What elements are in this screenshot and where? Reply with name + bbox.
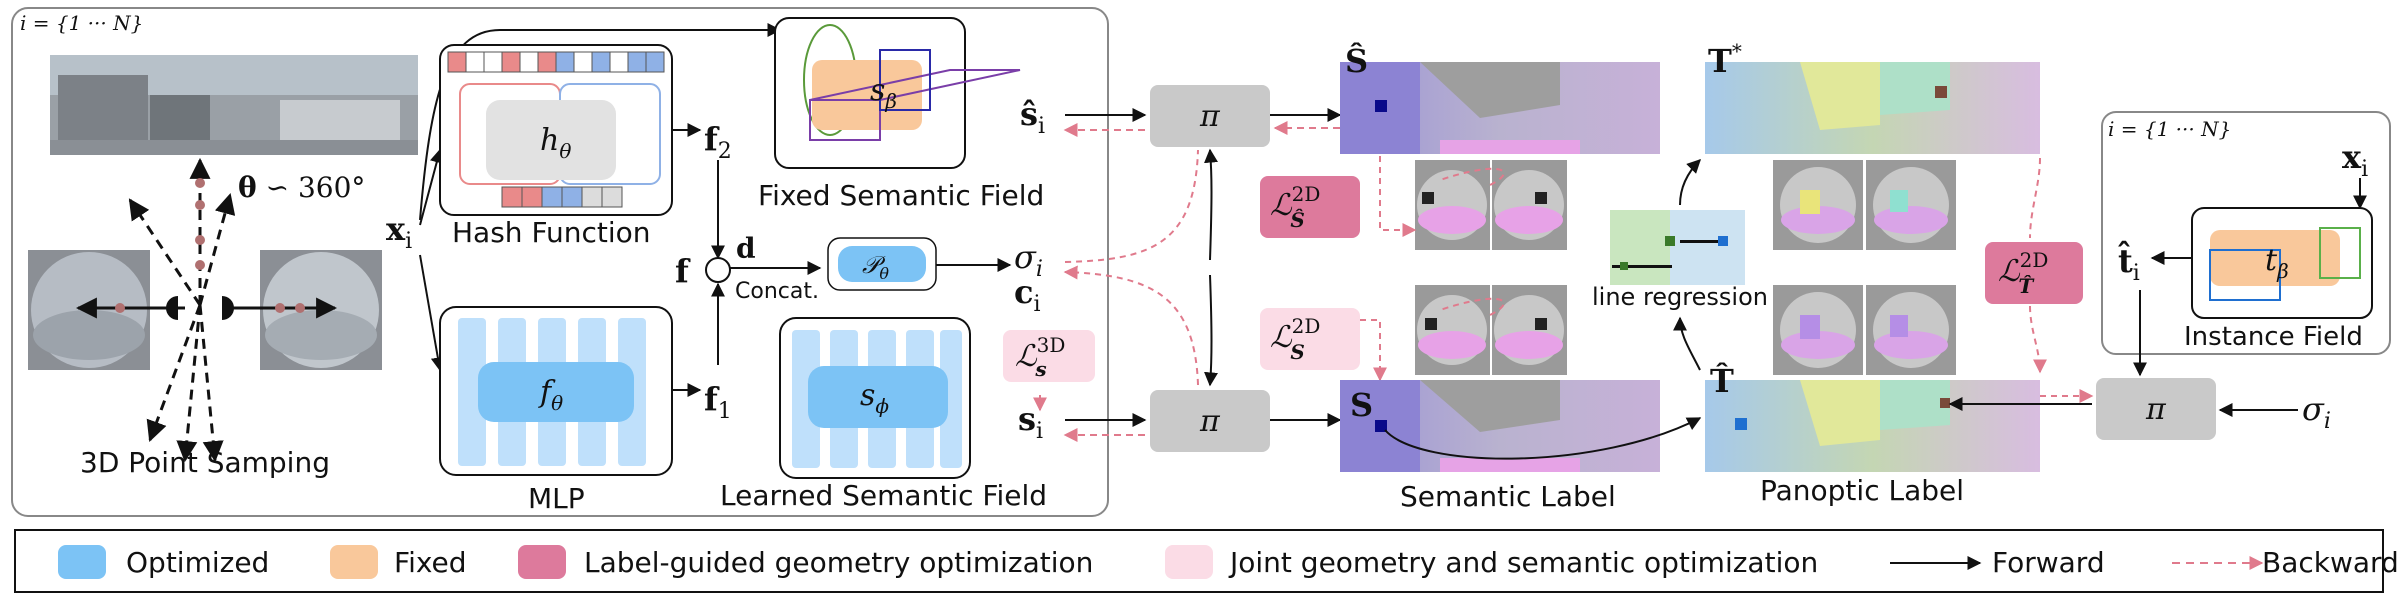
s-phi: sϕ: [860, 378, 889, 418]
instance-pi-box: [2096, 378, 2216, 440]
instance-pi: π: [2145, 392, 2167, 427]
learned-field-layers: [792, 330, 962, 468]
legend: Optimized Fixed Label-guided geometry op…: [58, 545, 2398, 579]
f-label: f: [675, 252, 691, 290]
pi-top: π: [1199, 99, 1221, 134]
loss-2d-hat-s-box: [1260, 176, 1360, 238]
sampling-caption: 3D Point Samping: [80, 446, 330, 479]
p-theta: 𝒫θ: [862, 251, 889, 283]
s-label: S: [1350, 386, 1373, 424]
s-hat-image: [1340, 62, 1660, 154]
t-star-label: T*: [1708, 39, 1742, 80]
instance-index-label: i = {1 ··· N}: [2108, 117, 2231, 141]
instance-t-hat-i: t̂i: [2118, 240, 2140, 286]
concat-label: Concat.: [735, 279, 819, 304]
semantic-label-caption: Semantic Label: [1400, 480, 1616, 513]
loss-2d-hat-s: ℒ2D Ŝ: [1270, 182, 1320, 232]
pi-box-bottom: [1150, 390, 1270, 452]
legend-swatch-fixed: [330, 545, 378, 579]
fixed-field-caption: Fixed Semantic Field: [758, 179, 1044, 212]
s-fisheyes: [1415, 285, 1567, 375]
legend-label-label-guided: Label-guided geometry optimization: [584, 546, 1093, 579]
legend-box: [14, 529, 2384, 593]
s-hat-fisheyes: [1415, 160, 1567, 250]
line-regression-image: [1610, 210, 1745, 285]
mlp-caption: MLP: [528, 482, 585, 515]
t-hat-image: [1705, 380, 2040, 472]
pipeline-panel: [11, 7, 1109, 517]
loss-3d-box: [1003, 330, 1095, 382]
hash-caption: Hash Function: [452, 216, 651, 249]
legend-label-backward: Backward: [2262, 546, 2398, 579]
s-i: si: [1018, 400, 1043, 444]
line-regression-label: line regression: [1592, 283, 1768, 311]
t-star-fisheyes: [1773, 160, 1956, 250]
learned-field-caption: Learned Semantic Field: [720, 479, 1047, 512]
f1-label: f1: [704, 380, 732, 424]
legend-label-forward: Forward: [1992, 546, 2105, 579]
instance-panel: [2101, 111, 2391, 355]
loss-2d-s-box: [1260, 308, 1360, 370]
street-image: [50, 55, 418, 155]
instance-field-caption: Instance Field: [2184, 322, 2363, 352]
sigma-i: σi: [1014, 238, 1043, 282]
xi-label: xi: [386, 210, 412, 254]
legend-label-optimized: Optimized: [126, 546, 269, 579]
s-image: [1340, 380, 1660, 472]
legend-label-fixed: Fixed: [394, 546, 467, 579]
t-hat-fisheyes: [1773, 285, 1956, 375]
loss-2d-hat-t: ℒ2D T̂: [1998, 248, 2048, 298]
d-label: d: [736, 232, 756, 265]
t-beta: tβ: [2265, 243, 2289, 283]
s-hat-i: ŝi: [1020, 95, 1045, 139]
arrow-xi-to-mlp: [419, 254, 445, 372]
legend-swatch-optimized: [58, 545, 106, 579]
instance-sigma-i: σi: [2302, 390, 2331, 434]
s-hat-label: Ŝ: [1345, 42, 1368, 80]
legend-swatch-label-guided: [518, 545, 566, 579]
hash-table-top: [447, 51, 665, 73]
t-hat-label: T̂: [1710, 362, 1734, 400]
s-beta: sβ: [870, 73, 897, 113]
loss-2d-hat-t-box: [1985, 242, 2083, 304]
arrow-xi-to-hash: [419, 148, 444, 226]
pi-box-top: [1150, 85, 1270, 147]
legend-swatch-joint: [1165, 545, 1213, 579]
panoptic-label-caption: Panoptic Label: [1760, 474, 1964, 507]
index-label: i = {1 ··· N}: [20, 11, 143, 35]
concat-node: [705, 257, 731, 283]
c-i: ci: [1014, 273, 1041, 317]
loss-2d-s: ℒ2D S: [1270, 314, 1320, 364]
theta-label: θ ∽ 360°: [238, 171, 365, 204]
fisheye-left-image: [28, 250, 150, 370]
instance-x-i: xi: [2342, 138, 2368, 182]
legend-label-joint: Joint geometry and semantic optimization: [1228, 546, 1818, 579]
loss-3d: ℒ3D s: [1015, 333, 1065, 381]
hash-table-bottom: [501, 186, 623, 208]
t-star-image: [1705, 62, 2040, 154]
pi-bottom: π: [1199, 404, 1221, 439]
f2-label: f2: [704, 120, 732, 164]
h-theta: hθ: [540, 123, 571, 163]
